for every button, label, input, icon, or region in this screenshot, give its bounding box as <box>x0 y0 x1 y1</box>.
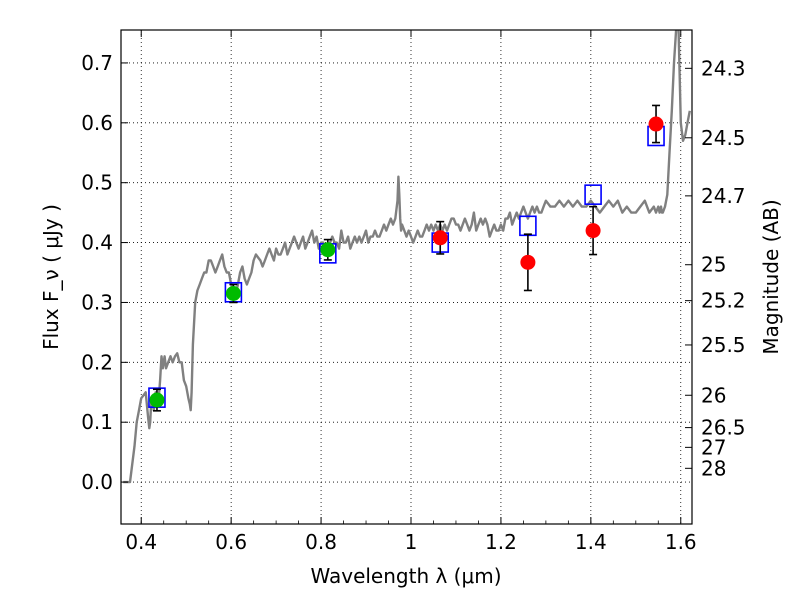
y-tick-label: 0.1 <box>81 410 113 434</box>
optical-data-point <box>149 392 165 408</box>
right-tick-label: 26 <box>701 383 726 407</box>
x-tick-label: 1.6 <box>665 530 697 554</box>
right-tick-label: 28 <box>701 456 726 480</box>
infrared-data-point <box>648 116 664 132</box>
y-tick-label: 0.6 <box>81 111 113 135</box>
y-tick-label: 0.2 <box>81 350 113 374</box>
y-tick-label: 0.5 <box>81 171 113 195</box>
right-tick-label: 24.7 <box>701 184 746 208</box>
x-tick-label: 1.2 <box>485 530 517 554</box>
y-tick-label: 0.3 <box>81 290 113 314</box>
right-tick-label: 25 <box>701 253 726 277</box>
x-tick-label: 0.4 <box>125 530 157 554</box>
optical-data-point <box>225 285 241 301</box>
model-spectrum-line <box>123 30 691 484</box>
y-axis-label: Flux F_ν ( μJy ) <box>39 204 63 350</box>
x-tick-label: 0.6 <box>215 530 247 554</box>
y-tick-label: 0.0 <box>81 470 113 494</box>
x-tick-label: 0.8 <box>305 530 337 554</box>
x-tick-label: 1.4 <box>575 530 607 554</box>
axis-ticks: 0.4 0.6 0.8 1 1.2 1.4 1.6 0.0 0.1 0.2 0.3 0.4 0.5 0.6… <box>81 30 746 554</box>
optical-data-point <box>320 242 336 258</box>
right-tick-label: 27 <box>701 435 726 459</box>
infrared-data-point <box>585 223 601 239</box>
x-tick-label: 1 <box>405 530 418 554</box>
model-point-marker <box>584 184 602 205</box>
right-tick-label: 24.3 <box>701 56 746 80</box>
right-tick-label: 25.2 <box>701 289 746 313</box>
right-axis-label: Magnitude (AB) <box>759 199 783 354</box>
plot-frame <box>120 29 693 525</box>
right-tick-label: 26.5 <box>701 416 746 440</box>
y-tick-label: 0.4 <box>81 231 113 255</box>
plot-area <box>123 30 691 484</box>
y-tick-label: 0.7 <box>81 51 113 75</box>
right-tick-label: 24.5 <box>701 126 746 150</box>
x-axis-label: Wavelength λ (μm) <box>310 564 501 588</box>
infrared-data-point <box>432 230 448 246</box>
right-tick-label: 25.5 <box>701 333 746 357</box>
infrared-data-point <box>520 254 536 270</box>
